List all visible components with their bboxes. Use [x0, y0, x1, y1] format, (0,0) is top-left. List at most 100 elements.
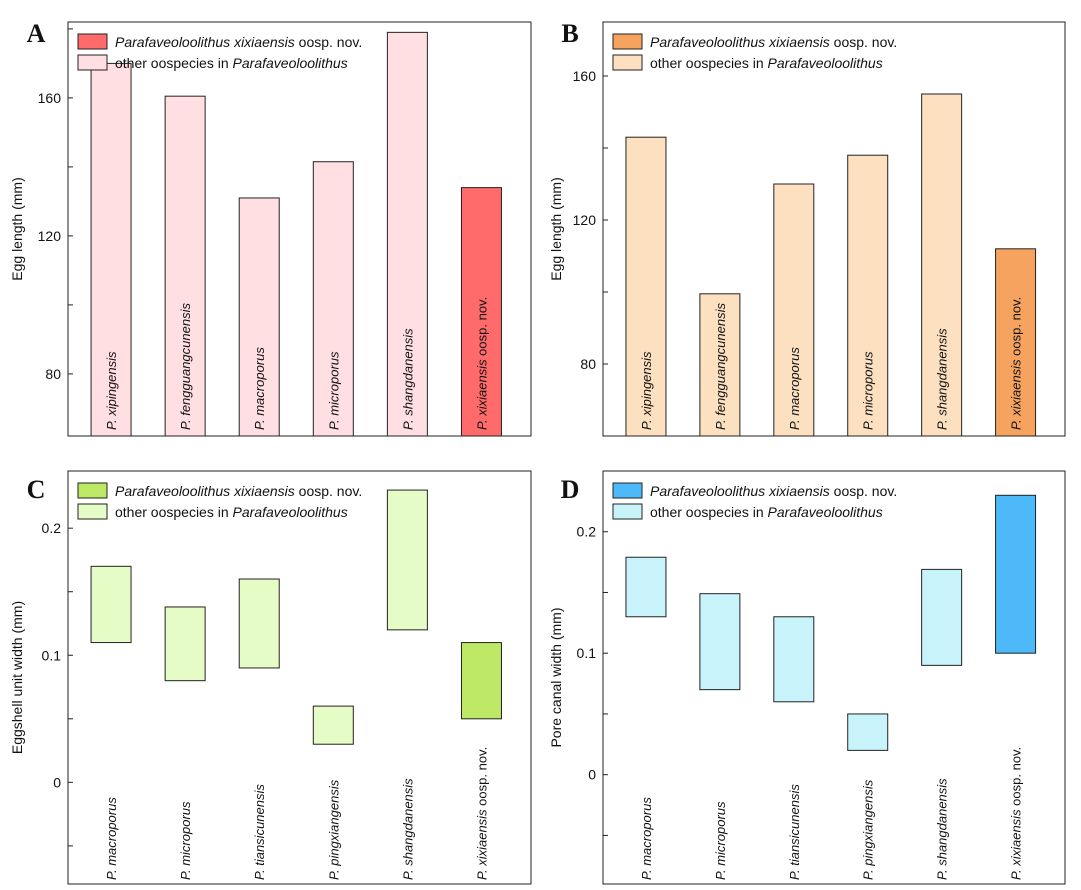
panel-letter: A: [27, 19, 46, 48]
category-name: P. tiansicunensis: [252, 784, 267, 880]
category-label: P. xixiaensis oosp. nov.: [474, 297, 489, 430]
bar: [773, 183, 815, 437]
legend-italic: Parafaveoloolithus: [768, 55, 883, 71]
panel-a: A Egg length (mm) 80 120 160 P. xipingensis P.…: [9, 19, 532, 437]
category-name: P. microporus: [861, 351, 876, 430]
category-label: P. macroporus: [252, 347, 267, 430]
legend-swatch-other: [77, 54, 108, 71]
panel-letter: D: [561, 475, 580, 504]
category-name: P. macroporus: [639, 797, 654, 880]
bar: [386, 489, 428, 631]
category-name: P. xipingensis: [639, 351, 654, 430]
category-label: P. pingxiangensis: [326, 779, 341, 880]
bar: [921, 93, 963, 437]
panel-c: C Eggshell unit width (mm) 0 0.1 0.2 P. macro…: [9, 470, 532, 885]
category-label: P. tiansicunensis: [787, 784, 802, 880]
category-name: P. xipingensis: [104, 351, 119, 430]
category-label: P. shangdanensis: [400, 328, 415, 430]
bar: [386, 31, 428, 437]
y-tick-label: 0.1: [577, 645, 597, 661]
category-label: P. xixiaensis oosp. nov.: [1009, 297, 1024, 430]
legend-prefix: other oospecies in: [650, 55, 768, 71]
category-name: P. xixiaensis: [474, 809, 489, 880]
y-axis-label: Eggshell unit width (mm): [9, 601, 25, 754]
legend-swatch-highlight: [612, 482, 643, 499]
bar: [847, 713, 889, 751]
legend-suffix: oosp. nov.: [295, 483, 362, 499]
bar: [164, 606, 206, 682]
category-label: P. fengguangcunensis: [713, 303, 728, 430]
category-label: P. microporus: [326, 351, 341, 430]
category-name: P. microporus: [326, 351, 341, 430]
category-label: P. xipingensis: [104, 351, 119, 430]
y-tick-label: 80: [580, 356, 596, 372]
category-name: P. microporus: [178, 801, 193, 880]
y-tick-label: 0: [53, 774, 61, 790]
y-tick-label: 0.2: [42, 520, 62, 536]
legend-swatch-other: [612, 503, 643, 520]
legend-italic: Parafaveoloolithus xixiaensis: [650, 483, 830, 499]
legend-swatch-highlight: [77, 482, 108, 499]
legend-italic: Parafaveoloolithus: [233, 55, 348, 71]
category-label: P. macroporus: [639, 797, 654, 880]
highlight-bar: [460, 642, 502, 720]
category-label: P. macroporus: [104, 797, 119, 880]
highlight-bar: [995, 494, 1037, 654]
bar: [90, 62, 132, 437]
legend-italic: Parafaveoloolithus: [233, 504, 348, 520]
legend-italic: Parafaveoloolithus xixiaensis: [115, 483, 295, 499]
category-label: P. xixiaensis oosp. nov.: [1009, 747, 1024, 880]
category-label: P. microporus: [713, 801, 728, 880]
legend-suffix: oosp. nov.: [830, 34, 897, 50]
plot-frame: [602, 470, 1066, 885]
highlight-bar: [460, 187, 502, 437]
legend-swatch-other: [77, 503, 108, 520]
panel-letter: B: [561, 19, 578, 48]
legend-label-highlight: Parafaveoloolithus xixiaensis oosp. nov.: [650, 483, 897, 499]
category-label: P. xipingensis: [639, 351, 654, 430]
category-label: P. shangdanensis: [400, 778, 415, 880]
legend-italic: Parafaveoloolithus xixiaensis: [115, 34, 295, 50]
bar: [699, 593, 741, 691]
legend-prefix: other oospecies in: [115, 55, 233, 71]
bar: [312, 161, 354, 437]
bar: [90, 565, 132, 644]
bar: [773, 616, 815, 703]
y-axis-label: Egg length (mm): [9, 177, 25, 280]
category-name: P. xixiaensis: [1009, 809, 1024, 880]
y-tick-label: 160: [38, 90, 62, 106]
category-suffix: oosp. nov.: [474, 297, 489, 360]
panel-d: D Pore canal width (mm) 0 0.1 0.2 P. macropor…: [548, 470, 1066, 885]
category-name: P. microporus: [713, 801, 728, 880]
legend-label-highlight: Parafaveoloolithus xixiaensis oosp. nov.: [115, 34, 362, 50]
legend-prefix: other oospecies in: [650, 504, 768, 520]
y-axis-label: Pore canal width (mm): [548, 607, 564, 747]
y-axis-label: Egg length (mm): [548, 177, 564, 280]
panel-letter: C: [27, 475, 46, 504]
bar: [847, 154, 889, 437]
bar: [238, 197, 280, 437]
bar: [921, 568, 963, 666]
category-name: P. pingxiangensis: [861, 779, 876, 880]
y-tick-label: 120: [38, 228, 62, 244]
legend-label-other: other oospecies in Parafaveoloolithus: [115, 504, 348, 520]
category-suffix: oosp. nov.: [1009, 747, 1024, 810]
category-label: P. microporus: [178, 801, 193, 880]
category-name: P. shangdanensis: [935, 328, 950, 430]
category-name: P. xixiaensis: [1009, 359, 1024, 430]
y-tick-label: 0.1: [42, 647, 62, 663]
category-name: P. xixiaensis: [474, 359, 489, 430]
category-name: P. macroporus: [252, 347, 267, 430]
category-name: P. shangdanensis: [400, 778, 415, 880]
highlight-bar: [995, 248, 1037, 437]
y-tick-label: 80: [45, 366, 61, 382]
legend-label-other: other oospecies in Parafaveoloolithus: [650, 504, 883, 520]
y-tick-label: 120: [573, 212, 597, 228]
legend-label-highlight: Parafaveoloolithus xixiaensis oosp. nov.: [115, 483, 362, 499]
category-suffix: oosp. nov.: [1009, 297, 1024, 360]
legend-italic: Parafaveoloolithus: [768, 504, 883, 520]
bar: [164, 95, 206, 437]
category-name: P. tiansicunensis: [787, 784, 802, 880]
category-label: P. shangdanensis: [935, 778, 950, 880]
